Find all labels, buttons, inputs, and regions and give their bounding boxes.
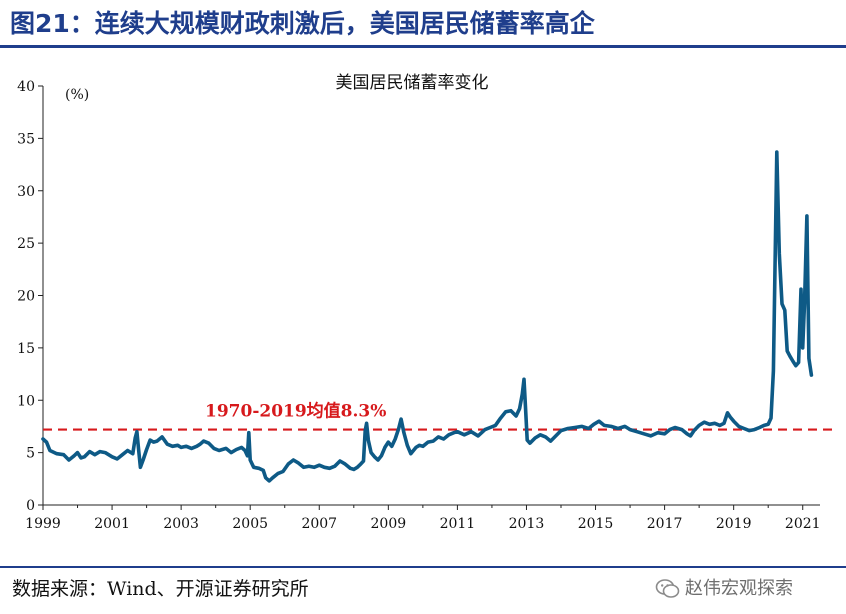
x-tick-label: 2015 <box>578 516 614 532</box>
figure-title: 图21：连续大规模财政刺激后，美国居民储蓄率高企 <box>10 9 595 38</box>
y-tick-label: 5 <box>26 446 35 462</box>
watermark: 赵伟宏观探索 <box>655 574 793 604</box>
mean-reference-label: 1970-2019均值8.3% <box>205 401 386 422</box>
x-tick-label: 2013 <box>509 516 545 532</box>
title-divider <box>0 45 846 48</box>
source-divider <box>0 566 846 568</box>
y-tick-label: 10 <box>17 393 35 409</box>
line-chart: 0 5 10 15 20 25 30 35 40 1999 2001 2003 2005 2007 2009… <box>17 73 832 532</box>
x-tick-label: 2017 <box>647 516 683 532</box>
x-tick-label: 2005 <box>232 516 268 532</box>
x-tick-label: 2007 <box>301 516 337 532</box>
x-tick-label: 1999 <box>25 516 61 532</box>
x-tick-label: 2009 <box>371 516 407 532</box>
y-axis-unit: (%) <box>65 87 89 103</box>
wechat-icon <box>655 579 680 598</box>
y-tick-label: 25 <box>17 236 35 252</box>
x-tick-label: 2021 <box>785 516 821 532</box>
y-tick-label: 15 <box>17 341 35 357</box>
watermark-label: 赵伟宏观探索 <box>685 578 793 599</box>
x-tick-label: 2001 <box>94 516 130 532</box>
y-tick-label: 40 <box>17 79 35 95</box>
y-tick-label: 30 <box>17 184 35 200</box>
x-tick-label: 2019 <box>716 516 752 532</box>
y-tick-label: 0 <box>26 498 35 514</box>
y-tick-label: 20 <box>17 289 35 305</box>
chart-title: 美国居民储蓄率变化 <box>336 73 489 93</box>
source-note: 数据来源：Wind、开源证券研究所 <box>12 578 309 600</box>
x-tick-label: 2003 <box>163 516 199 532</box>
savings-rate-series-line <box>41 150 814 483</box>
x-tick-label: 2011 <box>440 516 476 532</box>
y-tick-label: 35 <box>17 131 35 147</box>
